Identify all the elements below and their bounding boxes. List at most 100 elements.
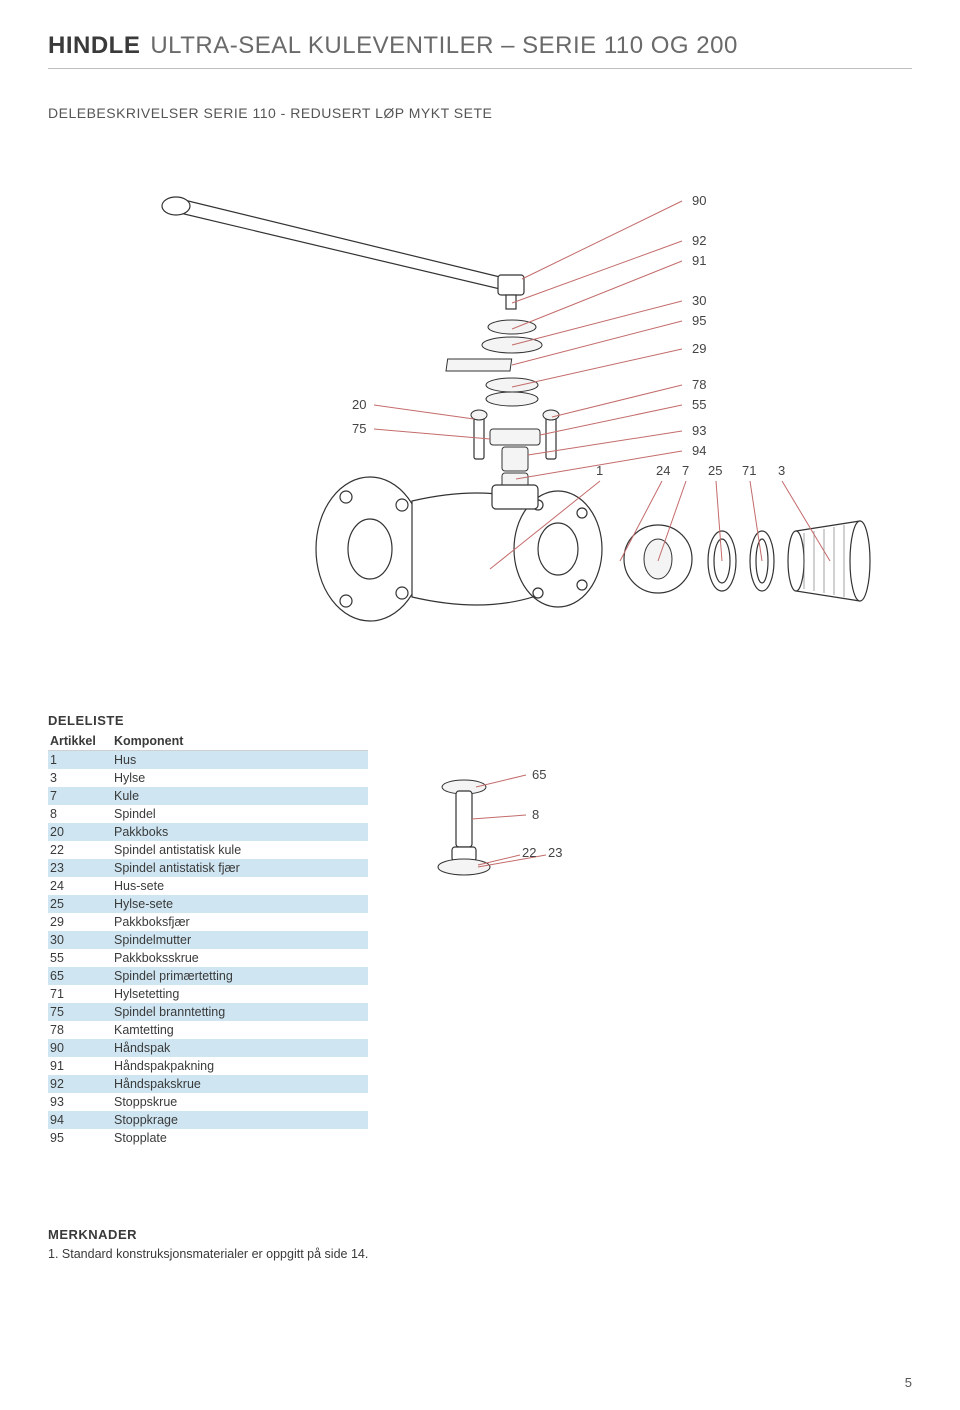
callout-75: 75 — [352, 421, 366, 436]
callout-30: 30 — [692, 293, 706, 308]
callout-95: 95 — [692, 313, 706, 328]
ball — [624, 525, 692, 593]
cell-artikkel: 24 — [48, 877, 112, 895]
table-row: 8Spindel — [48, 805, 368, 823]
cell-artikkel: 95 — [48, 1129, 112, 1147]
cell-komponent: Håndspakskrue — [112, 1075, 368, 1093]
table-row: 1Hus — [48, 751, 368, 770]
table-row: 91Håndspakpakning — [48, 1057, 368, 1075]
table-row: 25Hylse-sete — [48, 895, 368, 913]
cell-komponent: Hylsetetting — [112, 985, 368, 1003]
callout-23: 23 — [548, 845, 562, 860]
parts-table-title: DELELISTE — [48, 713, 368, 728]
stack-under-handle — [446, 320, 542, 406]
table-row: 90Håndspak — [48, 1039, 368, 1057]
callout-55: 55 — [692, 397, 706, 412]
callout-25: 25 — [708, 463, 722, 478]
cell-komponent: Pakkboksfjær — [112, 913, 368, 931]
cell-artikkel: 90 — [48, 1039, 112, 1057]
cell-komponent: Stoppskrue — [112, 1093, 368, 1111]
cell-komponent: Pakkboksskrue — [112, 949, 368, 967]
leaders-left — [374, 405, 490, 439]
table-row: 95Stopplate — [48, 1129, 368, 1147]
table-row: 92Håndspakskrue — [48, 1075, 368, 1093]
cell-komponent: Spindel branntetting — [112, 1003, 368, 1021]
cell-artikkel: 22 — [48, 841, 112, 859]
table-row: 30Spindelmutter — [48, 931, 368, 949]
table-row: 23Spindel antistatisk fjær — [48, 859, 368, 877]
title-brand: HINDLE — [48, 32, 140, 60]
section-subtitle: DELEBESKRIVELSER SERIE 110 - REDUSERT LØ… — [48, 105, 912, 121]
callout-71: 71 — [742, 463, 756, 478]
title-rule — [48, 68, 912, 69]
callout-93: 93 — [692, 423, 706, 438]
callout-1: 1 — [596, 463, 603, 478]
table-row: 94Stoppkrage — [48, 1111, 368, 1129]
cell-artikkel: 92 — [48, 1075, 112, 1093]
cell-artikkel: 93 — [48, 1093, 112, 1111]
cell-artikkel: 25 — [48, 895, 112, 913]
table-row: 24Hus-sete — [48, 877, 368, 895]
table-row: 78Kamtetting — [48, 1021, 368, 1039]
table-row: 55Pakkboksskrue — [48, 949, 368, 967]
callout-29: 29 — [692, 341, 706, 356]
cell-komponent: Spindel antistatisk kule — [112, 841, 368, 859]
cell-komponent: Hylse-sete — [112, 895, 368, 913]
seat-rings — [708, 531, 774, 591]
cell-komponent: Kamtetting — [112, 1021, 368, 1039]
cell-komponent: Spindel antistatisk fjær — [112, 859, 368, 877]
notes-title: MERKNADER — [48, 1227, 912, 1242]
cell-komponent: Hylse — [112, 769, 368, 787]
cell-artikkel: 1 — [48, 751, 112, 770]
cell-artikkel: 55 — [48, 949, 112, 967]
end-connector — [788, 521, 870, 601]
col-komponent: Komponent — [112, 732, 368, 751]
callout-94: 94 — [692, 443, 706, 458]
parts-table-block: DELELISTE Artikkel Komponent 1Hus3Hylse7… — [48, 713, 368, 1147]
table-row: 65Spindel primærtetting — [48, 967, 368, 985]
cell-komponent: Spindelmutter — [112, 931, 368, 949]
parts-table: Artikkel Komponent 1Hus3Hylse7Kule8Spind… — [48, 732, 368, 1147]
table-row: 3Hylse — [48, 769, 368, 787]
table-row: 22Spindel antistatisk kule — [48, 841, 368, 859]
cell-artikkel: 78 — [48, 1021, 112, 1039]
cell-artikkel: 7 — [48, 787, 112, 805]
handle-lever — [162, 197, 524, 309]
cell-komponent: Hus-sete — [112, 877, 368, 895]
cell-komponent: Pakkboks — [112, 823, 368, 841]
table-row: 20Pakkboks — [48, 823, 368, 841]
cell-artikkel: 20 — [48, 823, 112, 841]
callout-92: 92 — [692, 233, 706, 248]
table-row: 29Pakkboksfjær — [48, 913, 368, 931]
notes-body: 1. Standard konstruksjonsmaterialer er o… — [48, 1246, 912, 1264]
callout-91: 91 — [692, 253, 706, 268]
cell-komponent: Spindel primærtetting — [112, 967, 368, 985]
callout-24: 24 — [656, 463, 670, 478]
callout-78: 78 — [692, 377, 706, 392]
cell-komponent: Kule — [112, 787, 368, 805]
cell-artikkel: 75 — [48, 1003, 112, 1021]
cell-artikkel: 3 — [48, 769, 112, 787]
callout-20: 20 — [352, 397, 366, 412]
page-number: 5 — [905, 1375, 912, 1390]
valve-body — [316, 477, 602, 621]
callout-7: 7 — [682, 463, 689, 478]
table-row: 93Stoppskrue — [48, 1093, 368, 1111]
table-row: 7Kule — [48, 787, 368, 805]
cell-komponent: Hus — [112, 751, 368, 770]
callout-3: 3 — [778, 463, 785, 478]
callout-8: 8 — [532, 807, 539, 822]
table-row: 71Hylsetetting — [48, 985, 368, 1003]
cell-komponent: Stopplate — [112, 1129, 368, 1147]
cell-artikkel: 8 — [48, 805, 112, 823]
exploded-diagram: 90 92 91 30 95 29 78 55 93 94 20 75 — [60, 129, 900, 689]
cell-komponent: Håndspakpakning — [112, 1057, 368, 1075]
callout-90: 90 — [692, 193, 706, 208]
col-artikkel: Artikkel — [48, 732, 112, 751]
cell-artikkel: 30 — [48, 931, 112, 949]
cell-artikkel: 94 — [48, 1111, 112, 1129]
title-rest: ULTRA-SEAL KULEVENTILER – SERIE 110 OG 2… — [150, 32, 737, 60]
callout-22: 22 — [522, 845, 536, 860]
spindle-detail: 65 8 22 23 — [408, 757, 588, 940]
cell-komponent: Stoppkrage — [112, 1111, 368, 1129]
